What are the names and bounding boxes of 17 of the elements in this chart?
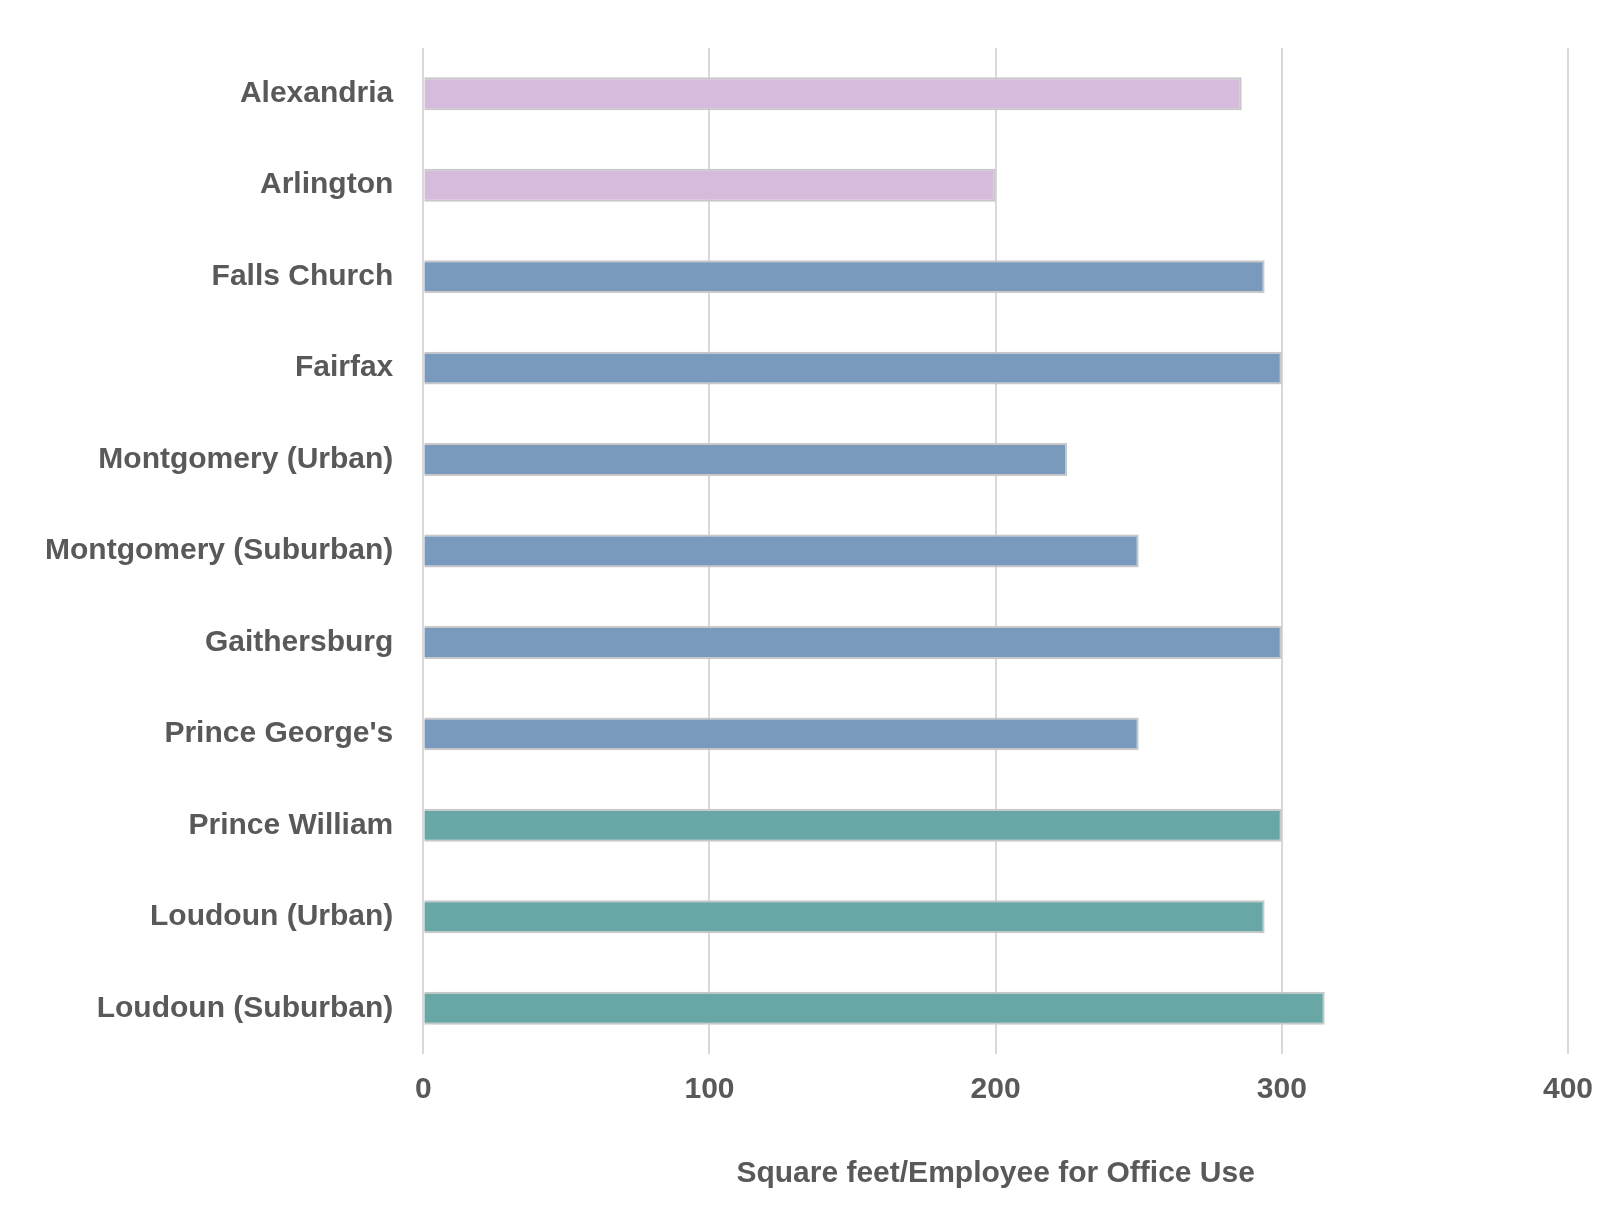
y-tick-label: Montgomery (Urban) [98,440,394,474]
y-tick-label: Loudoun (Suburban) [96,989,394,1023]
x-tick-label: 400 [1542,1071,1593,1105]
x-axis-title: Square feet/Employee for Office Use [736,1155,1255,1189]
y-tick-label: Arlington [260,166,394,200]
x-tick-label: 0 [414,1071,432,1105]
y-tick-label: Prince William [188,806,394,840]
x-tick-label: 300 [1256,1071,1307,1105]
y-tick-label: Gaithersburg [204,623,394,657]
x-tick-label: 100 [684,1071,735,1105]
y-tick-label: Fairfax [294,349,394,383]
y-tick-label: Alexandria [239,74,394,108]
y-tick-label: Falls Church [211,257,394,291]
y-tick-label: Loudoun (Urban) [150,898,394,932]
y-tick-label: Prince George's [164,715,394,749]
x-tick-label: 200 [970,1071,1021,1105]
y-tick-label: Montgomery (Suburban) [45,532,394,566]
